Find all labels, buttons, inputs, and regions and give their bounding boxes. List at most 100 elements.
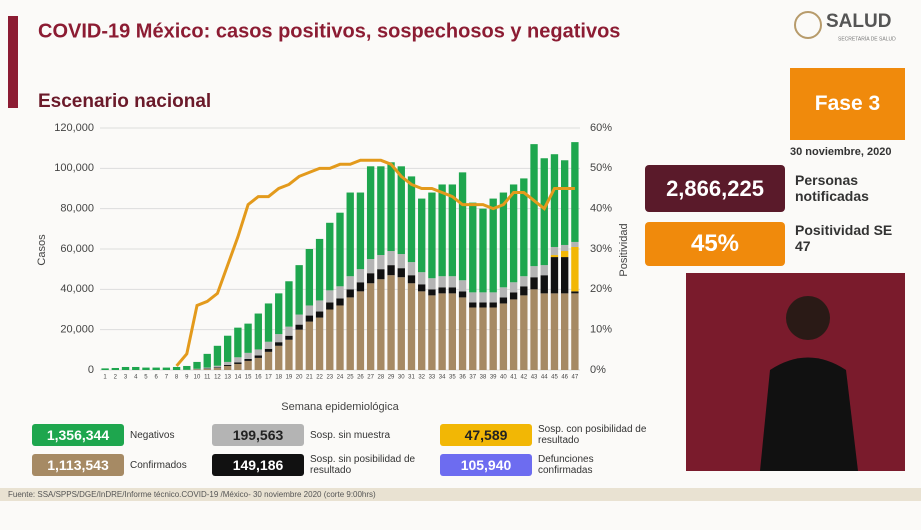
bar-segment (550, 255, 559, 258)
x-tick-label: 10 (194, 375, 201, 381)
x-tick-label: 6 (154, 375, 158, 381)
bar-segment (356, 192, 365, 270)
bar-segment (275, 342, 283, 346)
x-tick-label: 41 (510, 375, 517, 381)
bar-segment (132, 366, 140, 370)
bar-segment (458, 297, 467, 370)
bar-segment (397, 268, 405, 278)
y-tick-label: 100,000 (54, 162, 94, 174)
y-axis-title: Casos (36, 234, 48, 266)
y2-tick-label: 10% (590, 324, 612, 336)
bar-segment (244, 323, 252, 353)
source: Fuente: SSA/SPPS/DGE/InDRE/Informe técni… (8, 490, 376, 499)
bar-segment (193, 361, 201, 369)
x-tick-label: 31 (408, 375, 415, 381)
bar-segment (275, 334, 283, 343)
interpreter-body (760, 357, 858, 471)
bar-segment (356, 282, 365, 292)
x-tick-label: 40 (500, 375, 507, 381)
bar-segment (448, 276, 457, 288)
bar-segment (213, 365, 222, 368)
x-tick-label: 7 (165, 375, 169, 381)
legend-total: 149,186 (212, 454, 304, 476)
y2-axis-title: Positividad (618, 223, 630, 276)
bar-segment (244, 360, 252, 370)
y2-tick-label: 60% (590, 122, 612, 134)
bar-segment (509, 184, 518, 283)
x-tick-label: 13 (224, 375, 231, 381)
x-tick-label: 30 (398, 375, 405, 381)
bar-segment (254, 357, 262, 370)
bar-segment (397, 254, 405, 269)
legend-label: Confirmados (130, 459, 187, 471)
bar-segment (407, 283, 416, 370)
bar-segment (326, 290, 334, 303)
x-axis-title: Semana epidemiológica (281, 401, 399, 413)
title: COVID-19 México: casos positivos, sospec… (38, 20, 620, 42)
positivity-line (175, 158, 575, 367)
bar-segment (509, 299, 518, 370)
bar-segment (305, 305, 314, 316)
bar-segment (520, 276, 528, 287)
bar-segment (448, 293, 457, 370)
x-tick-label: 25 (347, 375, 354, 381)
y-tick-label: 0 (88, 364, 94, 376)
x-tick-label: 32 (418, 375, 425, 381)
bar-segment (305, 315, 314, 322)
subtitle: Escenario nacional (38, 91, 211, 112)
bar-segment (315, 300, 324, 312)
bar-segment (479, 302, 487, 308)
bar-segment (387, 251, 395, 266)
bar-segment (223, 361, 232, 365)
x-tick-label: 46 (561, 375, 568, 381)
bar-segment (377, 279, 385, 370)
bar-segment (509, 282, 518, 293)
bar-segment (315, 238, 324, 301)
bar-segment (326, 309, 334, 370)
bar-segment (550, 154, 559, 247)
bar-segment (213, 367, 222, 370)
legend-total: 199,563 (212, 424, 304, 446)
bar-segment (571, 293, 579, 370)
bar-segment (387, 265, 395, 276)
bar-segment (387, 275, 395, 370)
x-tick-label: 44 (541, 375, 548, 381)
legend-total: 105,940 (440, 454, 532, 476)
bar-segment (520, 286, 528, 296)
bar-segment (458, 172, 467, 281)
bar-segment (571, 142, 579, 242)
bar-segment (428, 192, 436, 279)
bar-segment (571, 246, 579, 292)
bar-segment (469, 302, 477, 308)
logo: SALUD (826, 11, 891, 32)
bar-segment (295, 314, 303, 325)
bar-segment (366, 166, 375, 260)
x-tick-label: 43 (531, 375, 538, 381)
bar-segment (530, 266, 538, 278)
bar-segment (356, 269, 365, 283)
bar-segment (336, 305, 344, 370)
bar-segment (530, 289, 538, 370)
x-tick-label: 29 (388, 375, 395, 381)
bar-segment (520, 178, 528, 277)
bar-segment (509, 292, 518, 300)
bar-segment (121, 366, 130, 370)
bar-segment (295, 265, 303, 315)
positivity-value: 45% (645, 222, 785, 266)
bar-segment (336, 212, 344, 287)
x-tick-label: 24 (337, 375, 344, 381)
bar-segment (448, 287, 457, 294)
x-tick-label: 9 (185, 375, 189, 381)
x-tick-label: 35 (449, 375, 456, 381)
bar-segment (305, 249, 314, 306)
bar-segment (479, 208, 487, 293)
bar-segment (326, 302, 334, 310)
bar-segment (275, 345, 283, 370)
x-tick-label: 38 (480, 375, 487, 381)
x-tick-label: 47 (572, 375, 579, 381)
bar-segment (438, 287, 446, 294)
bar-segment (499, 303, 508, 370)
y-tick-label: 120,000 (54, 122, 94, 134)
bar-segment (458, 291, 467, 298)
